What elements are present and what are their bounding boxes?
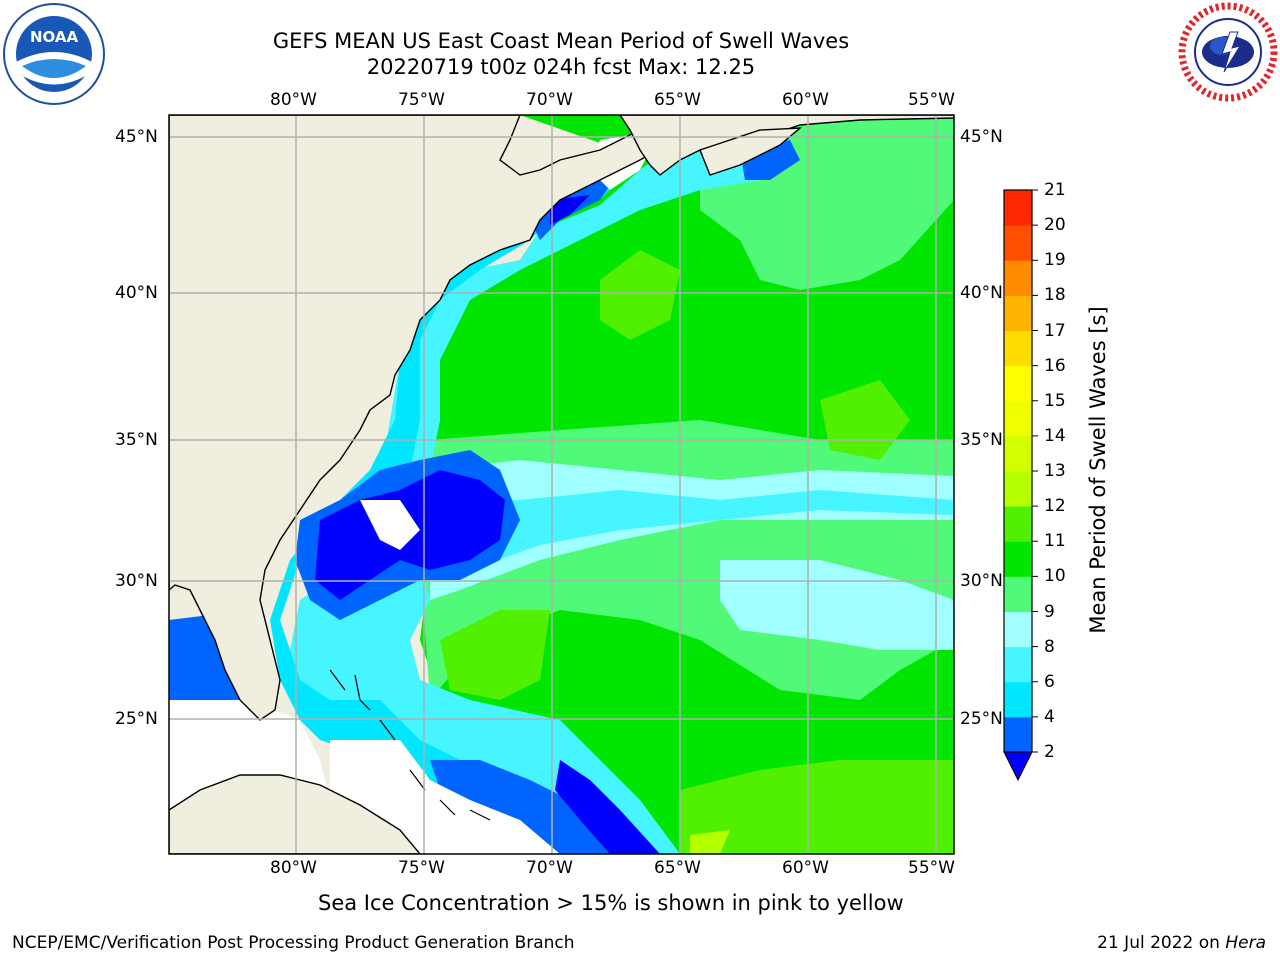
lat-label-right-40n: 40°N bbox=[960, 283, 1003, 303]
map-title: GEFS MEAN US East Coast Mean Period of S… bbox=[272, 29, 850, 53]
colorbar-segment bbox=[1004, 506, 1032, 542]
land-bahamas-islands bbox=[329, 669, 491, 821]
colorbar-tick-label: 20 bbox=[1044, 215, 1066, 236]
colorbar-tick-label: 11 bbox=[1044, 531, 1066, 552]
colorbar-segment bbox=[1004, 471, 1032, 507]
nws-logo-icon bbox=[1178, 2, 1278, 102]
lon-label-top-75w: 75°W bbox=[398, 90, 445, 110]
footer-date-text: 21 Jul 2022 on bbox=[1097, 933, 1226, 953]
colorbar-segment bbox=[1004, 365, 1032, 402]
lon-label-bottom-80w: 80°W bbox=[270, 858, 317, 878]
colorbar-segment bbox=[1004, 646, 1032, 683]
ocean-field-12-13 bbox=[690, 830, 730, 854]
lon-label-top-55w: 55°W bbox=[908, 90, 955, 110]
colorbar-segment bbox=[1004, 225, 1032, 261]
colorbar-tick-label: 12 bbox=[1044, 496, 1066, 517]
colorbar-segment bbox=[1004, 435, 1032, 472]
ocean-field-11-12-a bbox=[600, 250, 680, 340]
lon-label-bottom-65w: 65°W bbox=[654, 858, 701, 878]
lat-label-right-30n: 30°N bbox=[960, 571, 1003, 591]
map-graticule bbox=[169, 115, 954, 854]
colorbar-tick-label: 15 bbox=[1044, 390, 1066, 411]
lon-label-bottom-70w: 70°W bbox=[526, 858, 573, 878]
colorbar-under-extension bbox=[1003, 751, 1033, 782]
lat-label-left-45n: 45°N bbox=[115, 127, 158, 147]
sea-ice-caption: Sea Ice Concentration > 15% is shown in … bbox=[318, 891, 904, 915]
colorbar-segment bbox=[1004, 190, 1032, 226]
land-cuba bbox=[169, 774, 421, 854]
lat-label-left-30n: 30°N bbox=[115, 571, 158, 591]
colorbar-tick-label: 16 bbox=[1044, 355, 1066, 376]
lon-label-top-70w: 70°W bbox=[526, 90, 573, 110]
colorbar-segment bbox=[1004, 576, 1032, 612]
ocean-field-11-12-c bbox=[440, 610, 550, 700]
colorbar-segment bbox=[1004, 295, 1032, 331]
colorbar-segment bbox=[1004, 541, 1032, 577]
lat-label-right-45n: 45°N bbox=[960, 127, 1003, 147]
lon-label-bottom-55w: 55°W bbox=[908, 858, 955, 878]
colorbar-tick-label: 6 bbox=[1044, 671, 1055, 692]
lon-label-bottom-75w: 75°W bbox=[398, 858, 445, 878]
colorbar-segment bbox=[1004, 400, 1032, 437]
lat-label-left-40n: 40°N bbox=[115, 283, 158, 303]
colorbar-segment bbox=[1004, 681, 1032, 718]
colorbar-label: Mean Period of Swell Waves [s] bbox=[1086, 306, 1110, 634]
colorbar-tick-label: 2 bbox=[1044, 742, 1055, 762]
lon-label-top-80w: 80°W bbox=[270, 90, 317, 110]
colorbar-tick-label: 18 bbox=[1044, 285, 1066, 306]
colorbar-segment bbox=[1004, 330, 1032, 367]
colorbar-tick-label: 13 bbox=[1044, 461, 1066, 481]
lat-label-right-35n: 35°N bbox=[960, 430, 1003, 450]
colorbar-segment bbox=[1004, 716, 1032, 753]
lat-label-left-35n: 35°N bbox=[115, 430, 158, 450]
ocean-field-2-4-bahamas bbox=[430, 760, 640, 854]
noaa-logo-icon: NOAA bbox=[2, 2, 106, 106]
map-frame bbox=[168, 114, 955, 855]
lon-label-top-60w: 60°W bbox=[782, 90, 829, 110]
colorbar-segment bbox=[1004, 260, 1032, 296]
colorbar-tick-label: 17 bbox=[1044, 320, 1066, 341]
ocean-field-11-12-d bbox=[680, 760, 954, 854]
lat-label-left-25n: 25°N bbox=[115, 709, 158, 729]
lon-label-bottom-60w: 60°W bbox=[782, 858, 829, 878]
colorbar-segment bbox=[1004, 611, 1032, 648]
colorbar-tick-label: 8 bbox=[1044, 636, 1055, 657]
nodata-area-south-coast bbox=[360, 500, 420, 550]
ocean-field-under-2-maine bbox=[550, 195, 590, 225]
colorbar-tick-label: 21 bbox=[1044, 180, 1066, 200]
colorbar-tick-label: 10 bbox=[1044, 566, 1066, 587]
colorbar-tick-label: 9 bbox=[1044, 601, 1055, 622]
colorbar bbox=[1003, 189, 1038, 782]
noaa-logo-text: NOAA bbox=[30, 28, 79, 46]
land-nova-scotia bbox=[699, 127, 803, 176]
colorbar-tick-label: 14 bbox=[1044, 425, 1066, 446]
colorbar-tick-label: 19 bbox=[1044, 250, 1066, 271]
ocean-field-6-8-coast bbox=[290, 128, 780, 854]
footer-host: Hera bbox=[1225, 933, 1266, 953]
lon-label-top-65w: 65°W bbox=[654, 90, 701, 110]
map-subtitle: 20220719 t00z 024h fcst Max: 12.25 bbox=[366, 55, 756, 79]
ocean-field-under-2-south bbox=[555, 760, 660, 854]
ocean-field-8-9-east bbox=[720, 560, 954, 650]
colorbar-tick-label: 4 bbox=[1044, 706, 1055, 727]
map-field bbox=[169, 115, 954, 854]
lat-label-right-25n: 25°N bbox=[960, 709, 1003, 729]
land-us-east-coast bbox=[169, 115, 721, 721]
footer-date: 21 Jul 2022 on Hera bbox=[1097, 933, 1266, 953]
ocean-field-6-8-band bbox=[430, 490, 954, 580]
footer-credit: NCEP/EMC/Verification Post Processing Pr… bbox=[12, 933, 575, 953]
